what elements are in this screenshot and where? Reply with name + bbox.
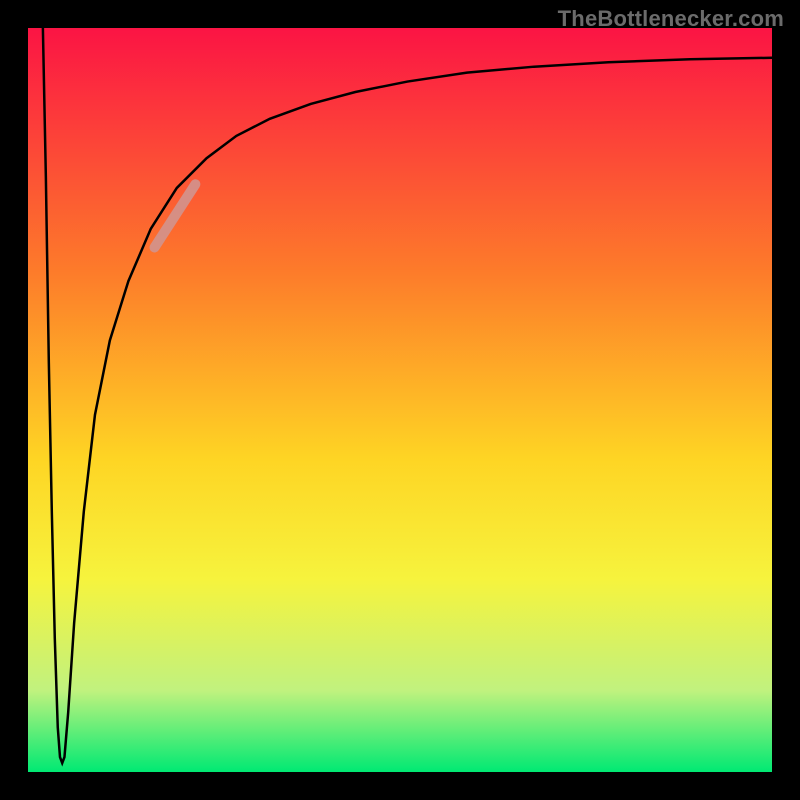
chart-container: TheBottlenecker.com	[0, 0, 800, 800]
bottleneck-curve	[43, 28, 772, 763]
plot-area	[28, 28, 772, 772]
curve-layer	[28, 28, 772, 772]
highlight-segment	[154, 184, 195, 247]
